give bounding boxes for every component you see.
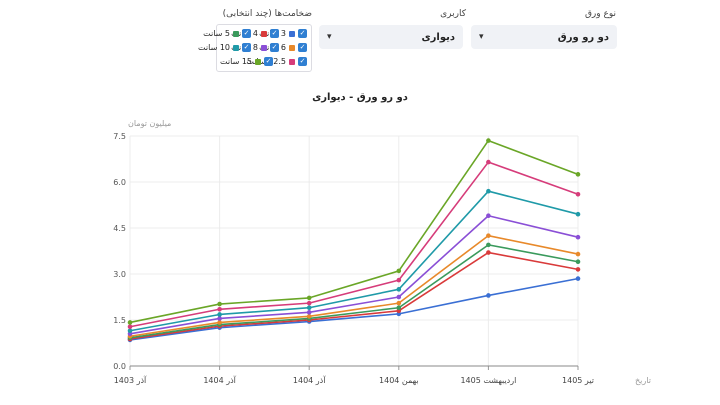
x-axis-title: تاریخ — [635, 376, 651, 385]
y-tick-label: 7.5 — [113, 132, 126, 141]
data-point — [127, 320, 133, 325]
data-point — [575, 191, 581, 197]
series-line — [129, 161, 579, 328]
check-icon[interactable]: ✓ — [298, 57, 307, 66]
data-point — [486, 188, 491, 194]
series-line — [129, 139, 579, 324]
color-swatch — [233, 30, 239, 37]
data-point — [396, 305, 402, 311]
chevron-down-icon: ▾ — [479, 32, 484, 42]
data-point — [486, 293, 491, 298]
data-point — [396, 277, 402, 283]
data-point — [396, 294, 402, 300]
data-point — [486, 250, 491, 255]
check-icon[interactable]: ✓ — [298, 43, 307, 52]
series-line — [129, 251, 579, 340]
data-point — [396, 268, 402, 274]
check-icon[interactable]: ✓ — [270, 29, 279, 38]
data-point — [486, 233, 491, 238]
data-point — [217, 306, 222, 312]
x-tick-label: آذر 1404 — [203, 375, 236, 385]
data-point — [127, 328, 133, 334]
data-point — [306, 295, 312, 301]
thickness-label: ضخامت‌ها (چند انتخابی) — [222, 9, 312, 19]
sheet-type-select[interactable]: ▾ دو رو ورق — [471, 25, 617, 49]
data-point — [217, 316, 222, 321]
data-point — [306, 305, 312, 311]
check-icon[interactable]: ✓ — [264, 57, 273, 66]
data-point — [575, 251, 581, 257]
color-swatch — [233, 44, 239, 51]
y-tick-label: 3.0 — [113, 270, 126, 279]
data-point — [306, 314, 312, 319]
chevron-down-icon: ▾ — [327, 32, 332, 42]
application-label: کاربری — [440, 9, 466, 19]
color-swatch — [255, 58, 261, 65]
y-tick-label: 0.0 — [113, 362, 126, 371]
x-tick-label: تیر 1405 — [562, 376, 594, 385]
series-line — [129, 277, 579, 341]
data-point — [396, 287, 402, 292]
x-tick-label: اردیبهشت 1405 — [460, 376, 516, 385]
thickness-option[interactable]: 5 سانت ✓ — [203, 29, 251, 38]
data-point — [575, 172, 581, 177]
thickness-options-box: 3 سانت ✓ 4 سانت ✓ 5 سانت ✓ 6 سانت ✓ 8 سا… — [198, 24, 312, 72]
y-tick-label: 4.5 — [113, 224, 126, 233]
data-point — [575, 267, 581, 272]
data-point — [575, 211, 581, 217]
data-point — [306, 300, 312, 306]
data-point — [575, 234, 581, 240]
x-tick-label: آذر 1403 — [114, 375, 147, 385]
chart-title: دو رو ورق - دیواری — [312, 92, 408, 103]
data-point — [217, 301, 222, 307]
application-value: دیواری — [421, 31, 455, 43]
sheet-type-value: دو رو ورق — [557, 31, 609, 43]
color-swatch — [261, 30, 267, 37]
color-swatch — [289, 58, 295, 65]
data-point — [486, 159, 491, 165]
data-point — [396, 300, 402, 306]
data-point — [486, 138, 491, 143]
series-line — [129, 214, 579, 335]
check-icon[interactable]: ✓ — [270, 43, 279, 52]
color-swatch — [289, 44, 295, 51]
x-tick-label: بهمن 1404 — [379, 376, 419, 385]
series-line — [129, 234, 579, 338]
data-point — [217, 312, 222, 317]
y-tick-label: 1.5 — [113, 316, 126, 325]
data-point — [306, 310, 312, 315]
color-swatch — [261, 44, 267, 51]
y-axis-title: میلیون تومان — [128, 119, 171, 128]
thickness-option[interactable]: 10 سانت ✓ — [198, 43, 251, 52]
check-icon[interactable]: ✓ — [242, 43, 251, 52]
data-point — [127, 324, 133, 330]
sheet-type-label: نوع ورق — [584, 9, 616, 19]
y-tick-label: 6.0 — [113, 178, 126, 187]
check-icon[interactable]: ✓ — [242, 29, 251, 38]
color-swatch — [289, 30, 295, 37]
data-point — [575, 276, 581, 281]
data-point — [217, 320, 222, 325]
thickness-option[interactable]: 15 سانت ✓ — [220, 57, 273, 66]
data-point — [486, 242, 491, 248]
data-point — [575, 259, 581, 265]
x-tick-label: آذر 1404 — [293, 375, 326, 385]
data-point — [486, 213, 491, 219]
application-select[interactable]: ▾ دیواری — [319, 25, 463, 49]
check-icon[interactable]: ✓ — [298, 29, 307, 38]
series-line — [129, 244, 579, 339]
series-line — [129, 190, 579, 332]
